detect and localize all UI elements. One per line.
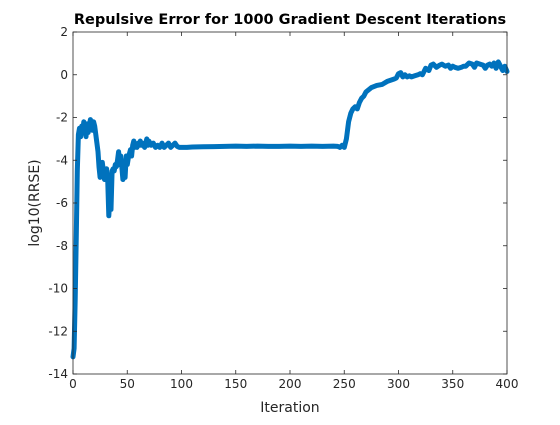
series-layer: [70, 59, 510, 360]
y-tick-label: -8: [56, 239, 68, 253]
y-tick-label: 0: [60, 68, 68, 82]
x-tick-label: 200: [279, 377, 302, 391]
y-tick-label: -4: [56, 153, 68, 167]
y-tick-label: -10: [48, 282, 68, 296]
y-tick-label: -6: [56, 196, 68, 210]
x-tick-label: 150: [224, 377, 247, 391]
y-tick-label: -2: [56, 111, 68, 125]
x-tick-label: 400: [496, 377, 519, 391]
y-axis-label: log10(RRSE): [27, 159, 43, 246]
x-tick-label: 100: [170, 377, 193, 391]
x-tick-label: 300: [387, 377, 410, 391]
y-tick-label: 2: [60, 25, 68, 39]
x-axis-ticks: 0 50 100 150 200 250 300 350 400: [69, 32, 518, 391]
x-tick-label: 50: [120, 377, 135, 391]
y-axis-ticks: -14 -12 -10 -8 -6 -4 -2 0 2: [48, 25, 507, 381]
x-tick-label: 250: [333, 377, 356, 391]
series-line-1: [70, 59, 510, 360]
plot-area: [73, 32, 507, 374]
y-tick-label: -14: [48, 367, 68, 381]
x-tick-label: 0: [69, 377, 77, 391]
chart-title: Repulsive Error for 1000 Gradient Descen…: [74, 12, 506, 28]
x-tick-label: 350: [441, 377, 464, 391]
x-axis-label: Iteration: [260, 400, 319, 416]
plot-frame: [72, 31, 508, 375]
y-tick-label: -12: [48, 324, 68, 338]
